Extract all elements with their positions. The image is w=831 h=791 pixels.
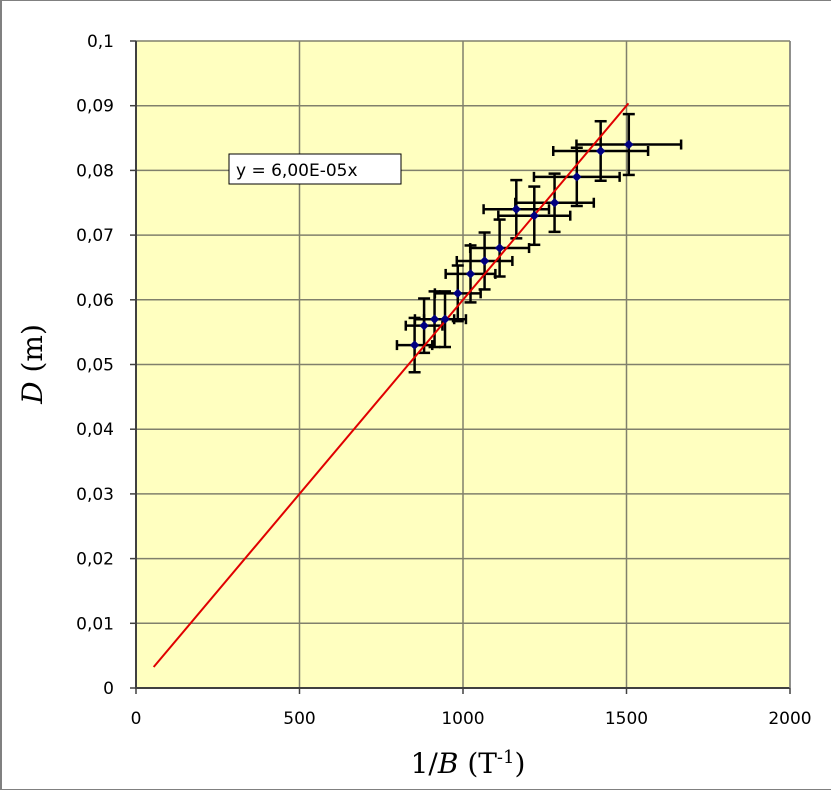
x-tick-label: 500 <box>283 709 315 729</box>
x-axis-title: 1/B (T-1) <box>411 747 526 780</box>
data-point-marker <box>624 139 634 150</box>
y-tick-label: 0,08 <box>76 161 114 181</box>
data-point-marker <box>429 314 440 324</box>
data-point-marker <box>494 243 505 253</box>
data-point-marker <box>440 314 450 324</box>
data-point-marker <box>549 198 560 208</box>
x-tick-label: 1500 <box>605 709 648 729</box>
x-tick-label: 1000 <box>441 709 484 729</box>
data-point-marker <box>409 340 420 350</box>
y-tick-label: 0,04 <box>76 420 114 440</box>
data-point-marker <box>595 146 606 156</box>
data-points <box>409 139 634 350</box>
y-tick-label: 0,09 <box>76 97 114 117</box>
y-tick-label: 0,01 <box>76 614 114 634</box>
trendline-equation-label: y = 6,00E-05x <box>228 153 402 185</box>
y-tick-label: 0 <box>103 679 114 699</box>
y-axis-ticks: 0 0,01 0,02 0,03 0,04 0,05 0,06 0,07 0,08 0,09 0,1 <box>76 32 136 699</box>
data-point-marker <box>479 256 490 266</box>
data-point-marker <box>419 320 429 331</box>
data-point-marker <box>572 172 582 182</box>
y-tick-label: 0,02 <box>76 550 114 570</box>
y-tick-label: 0,03 <box>76 485 114 505</box>
x-axis-ticks: 0 500 1000 1500 2000 <box>131 688 812 729</box>
data-point-marker <box>511 204 522 214</box>
y-axis-title: D (m) <box>16 324 49 405</box>
data-point-marker <box>465 269 476 279</box>
x-tick-label: 2000 <box>768 709 811 729</box>
y-tick-label: 0,05 <box>76 356 114 376</box>
equation-text: y = 6,00E-05x <box>236 161 358 181</box>
data-point-marker <box>529 210 539 221</box>
x-tick-label: 0 <box>131 709 142 729</box>
trendline <box>152 102 630 668</box>
y-tick-label: 0,06 <box>76 291 114 311</box>
data-point-marker <box>453 288 463 299</box>
y-tick-label: 0,07 <box>76 226 114 246</box>
y-tick-label: 0,1 <box>87 32 114 52</box>
